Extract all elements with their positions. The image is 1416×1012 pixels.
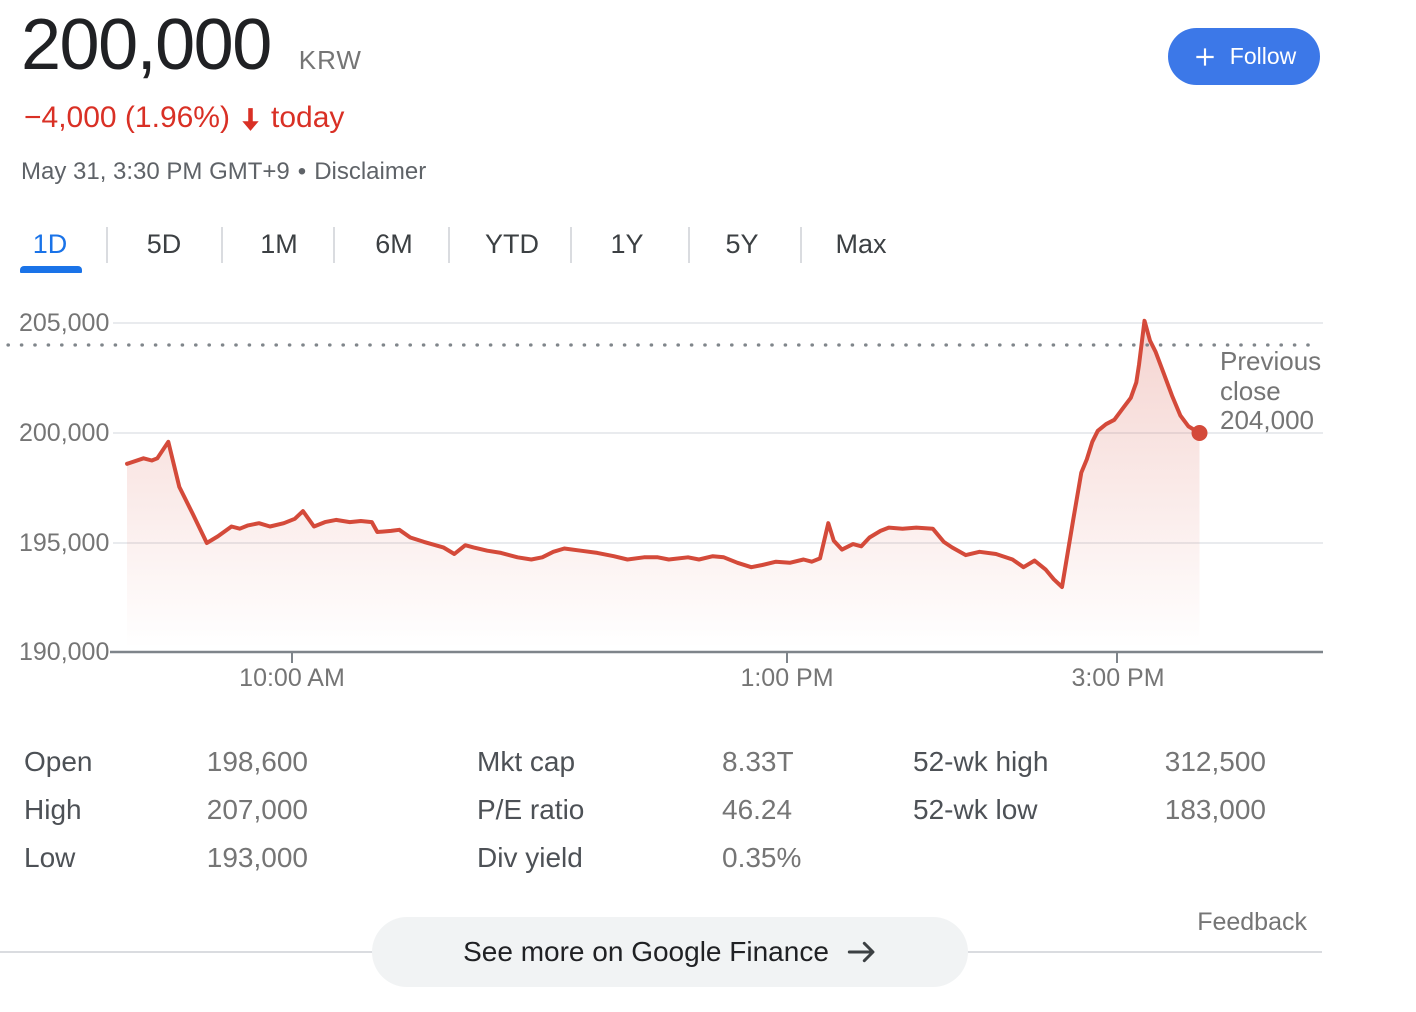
tab-6m[interactable]: 6M — [375, 229, 413, 259]
stat-value-div-yield: 0.35% — [722, 842, 802, 873]
price-change-row: −4,000 (1.96%) today — [24, 101, 344, 135]
stat-label-52wk-low: 52-wk low — [913, 794, 1038, 825]
active-tab-underline — [20, 266, 82, 273]
tab-divider — [448, 227, 450, 263]
y-axis-label-200000: 200,000 — [19, 419, 110, 447]
x-axis-label-3pm: 3:00 PM — [1071, 664, 1165, 692]
price-header: 200,000 KRW — [21, 6, 362, 84]
tab-max[interactable]: Max — [835, 229, 887, 259]
tab-1m[interactable]: 1M — [260, 229, 298, 259]
tab-divider — [221, 227, 223, 263]
see-more-label: See more on Google Finance — [463, 936, 829, 967]
feedback-link[interactable]: Feedback — [1197, 908, 1307, 936]
price-change-period: today — [270, 101, 345, 134]
bullet-separator: • — [297, 158, 307, 185]
last-price-dot — [1191, 425, 1208, 441]
tab-divider — [800, 227, 802, 263]
stat-value-high: 207,000 — [206, 794, 308, 825]
stat-label-mkt-cap: Mkt cap — [477, 746, 576, 777]
tab-5d[interactable]: 5D — [146, 229, 182, 259]
stat-label-low: Low — [24, 842, 76, 873]
arrow-right-icon — [847, 941, 875, 963]
stat-label-high: High — [24, 794, 82, 825]
stat-label-pe-ratio: P/E ratio — [477, 794, 585, 825]
current-price: 200,000 — [21, 5, 272, 85]
y-axis-label-205000: 205,000 — [19, 309, 110, 337]
tab-5y[interactable]: 5Y — [725, 229, 759, 259]
plus-icon — [1196, 47, 1214, 66]
quote-timestamp-row: May 31, 3:30 PM GMT+9 • Disclaimer — [21, 157, 426, 187]
x-axis-label-10am: 10:00 AM — [239, 664, 345, 692]
tab-divider — [688, 227, 690, 263]
see-more-button[interactable]: See more on Google Finance — [372, 917, 968, 987]
y-axis-label-190000: 190,000 — [19, 638, 110, 666]
tab-divider — [570, 227, 572, 263]
tab-divider — [106, 227, 108, 263]
stat-value-pe-ratio: 46.24 — [722, 794, 793, 825]
disclaimer-link[interactable]: Disclaimer — [314, 158, 427, 185]
follow-button[interactable]: Follow — [1168, 28, 1320, 85]
tab-1d[interactable]: 1D — [32, 229, 68, 259]
previous-close-annotation: Previous close 204,000 — [1220, 346, 1332, 436]
stat-value-mkt-cap: 8.33T — [722, 746, 794, 777]
follow-button-label: Follow — [1229, 43, 1297, 69]
stat-label-div-yield: Div yield — [477, 842, 583, 873]
tab-1y[interactable]: 1Y — [610, 229, 644, 259]
tab-divider — [333, 227, 335, 263]
stat-label-open: Open — [24, 746, 93, 777]
arrow-down-icon — [242, 108, 259, 131]
y-axis-label-195000: 195,000 — [19, 529, 110, 557]
stat-value-52wk-high: 312,500 — [1164, 746, 1266, 777]
stat-label-52wk-high: 52-wk high — [913, 746, 1049, 777]
price-change-value: −4,000 (1.96%) — [24, 101, 230, 134]
currency-code: KRW — [298, 45, 362, 75]
tab-ytd[interactable]: YTD — [485, 229, 539, 259]
stat-value-low: 193,000 — [206, 842, 308, 873]
stat-value-52wk-low: 183,000 — [1164, 794, 1266, 825]
previous-close-label: Previous close — [1220, 346, 1322, 406]
x-axis-label-1pm: 1:00 PM — [740, 664, 834, 692]
quote-timestamp: May 31, 3:30 PM GMT+9 — [21, 158, 290, 185]
previous-close-value: 204,000 — [1220, 405, 1314, 435]
stat-value-open: 198,600 — [206, 746, 308, 777]
